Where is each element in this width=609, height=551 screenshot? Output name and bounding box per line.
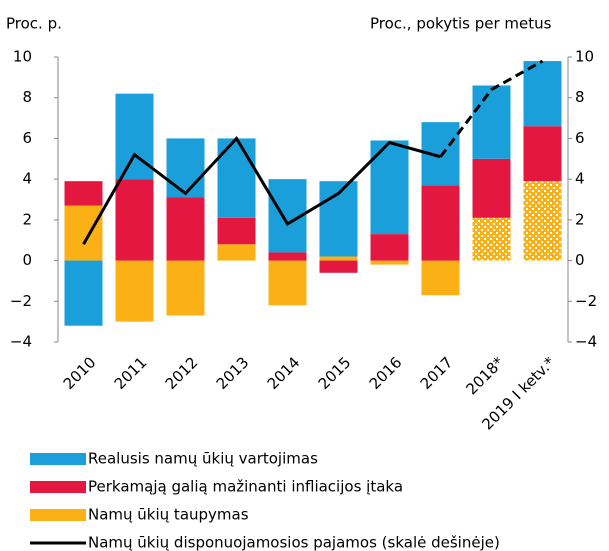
- y-tick-label: −2: [10, 292, 32, 310]
- bar: [166, 138, 205, 198]
- bar: [370, 260, 409, 265]
- bar: [319, 256, 358, 261]
- x-tick-label: 2017: [417, 353, 457, 393]
- y2-tick-label: 2: [575, 210, 585, 228]
- legend-swatch: [30, 453, 86, 465]
- y-tick-label: 8: [22, 88, 32, 106]
- y2-tick-label: 6: [575, 129, 585, 147]
- y2-tick-label: 10: [575, 48, 594, 66]
- y-tick-label: −4: [10, 333, 32, 351]
- line-projection: [439, 59, 544, 158]
- bar: [472, 85, 511, 159]
- legend-swatch: [30, 481, 86, 493]
- legend-label: Namų ūkių taupymas: [88, 506, 249, 524]
- bar: [523, 61, 562, 127]
- bar: [166, 197, 205, 261]
- left-axis-label: Proc. p.: [6, 15, 62, 33]
- x-tick-label: 2016: [366, 353, 406, 393]
- legend-swatch: [30, 509, 86, 521]
- bar: [421, 260, 460, 296]
- y2-tick-label: −2: [575, 292, 597, 310]
- y2-tick-label: 4: [575, 170, 585, 188]
- x-tick-label: 2014: [264, 353, 304, 393]
- y2-tick-label: 0: [575, 251, 585, 269]
- x-tick-label: 2012: [162, 353, 202, 393]
- bar: [217, 138, 256, 218]
- y-tick-label: 6: [22, 129, 32, 147]
- x-tick-label: 2010: [60, 353, 100, 393]
- x-tick-label: 2011: [111, 353, 151, 393]
- right-axis-label: Proc., pokytis per metus: [370, 15, 552, 33]
- legend-label: Namų ūkių disponuojamosios pajamos (skal…: [88, 534, 500, 551]
- x-tick-label: 2013: [213, 353, 253, 393]
- bar: [268, 252, 307, 261]
- bar: [166, 260, 205, 316]
- x-tick-label: 2018*: [462, 353, 507, 398]
- bar: [268, 260, 307, 306]
- y2-tick-label: −4: [575, 333, 597, 351]
- legend-label: Perkamąją galią mažinanti infliacijos įt…: [88, 478, 403, 496]
- bar: [523, 126, 562, 182]
- bar: [370, 234, 409, 261]
- bar: [217, 244, 256, 261]
- y-tick-label: 0: [22, 251, 32, 269]
- y-tick-label: 2: [22, 210, 32, 228]
- bar: [523, 181, 562, 261]
- bar: [115, 179, 154, 261]
- bar: [421, 185, 460, 261]
- y-tick-label: 10: [13, 48, 32, 66]
- bar: [64, 260, 103, 326]
- legend-label: Realusis namų ūkių vartojimas: [88, 450, 318, 468]
- bar: [115, 260, 154, 322]
- line: [82, 135, 441, 246]
- bar: [64, 181, 103, 206]
- y-tick-label: 4: [22, 170, 32, 188]
- y2-tick-label: 8: [575, 88, 585, 106]
- x-tick-label: 2015: [315, 353, 355, 393]
- bar: [472, 217, 511, 261]
- bar: [319, 260, 358, 273]
- bar: [472, 158, 511, 218]
- bar: [217, 217, 256, 245]
- bar: [64, 205, 103, 261]
